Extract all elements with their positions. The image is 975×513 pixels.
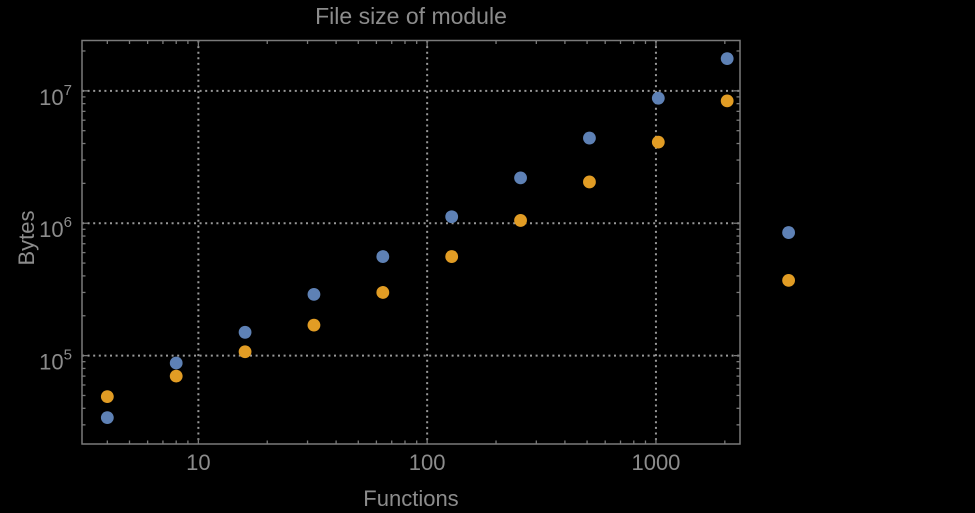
data-point-series-blue <box>651 91 665 105</box>
data-point-series-blue <box>445 210 459 224</box>
y-tick-label: 106 <box>39 214 72 242</box>
x-tick-label: 10 <box>186 450 210 475</box>
data-point-series-blue <box>583 131 596 145</box>
data-point-series-orange <box>100 390 114 404</box>
y-axis-label: Bytes <box>14 210 39 266</box>
data-point-series-orange <box>307 318 321 332</box>
plot-frame <box>81 39 741 445</box>
data-point-series-blue <box>514 171 527 185</box>
data-point-series-orange <box>376 286 390 299</box>
x-tick-label: 100 <box>409 450 446 475</box>
x-tick-label: 1000 <box>631 450 680 475</box>
data-point-series-orange <box>514 214 527 227</box>
data-point-series-blue <box>782 226 796 239</box>
chart-title: File size of module <box>315 3 507 29</box>
data-point-series-blue <box>100 411 114 425</box>
data-point-series-blue <box>169 356 183 370</box>
data-point-series-blue <box>376 250 390 263</box>
data-point-series-orange <box>583 175 596 189</box>
x-axis-label: Functions <box>363 486 459 511</box>
data-point-series-orange <box>782 273 796 287</box>
data-point-series-orange <box>445 250 459 263</box>
data-point-series-blue <box>238 325 252 339</box>
data-point-series-orange <box>238 345 252 359</box>
data-point-series-orange <box>169 369 183 383</box>
data-point-series-blue <box>720 52 734 66</box>
y-tick-label: 107 <box>39 82 72 110</box>
data-point-series-orange <box>651 135 665 149</box>
data-point-series-orange <box>720 94 734 108</box>
data-point-series-blue <box>307 288 321 301</box>
y-tick-label: 105 <box>39 347 72 375</box>
